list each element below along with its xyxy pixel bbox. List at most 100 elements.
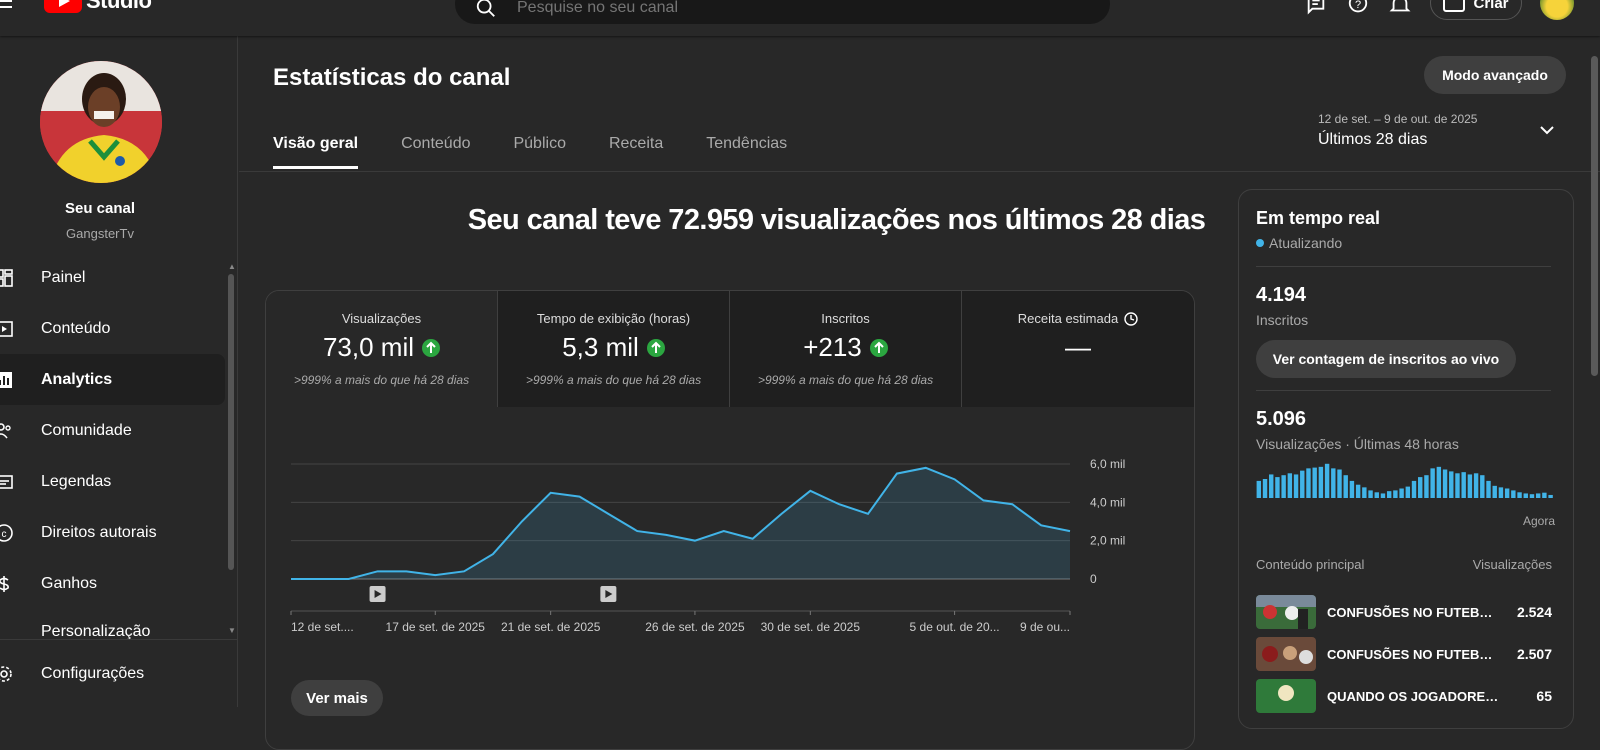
- sidebar-item-analytics[interactable]: Analytics: [0, 354, 225, 405]
- hourly-bar: [1281, 475, 1285, 498]
- y-tick-label: 2,0 mil: [1090, 534, 1125, 548]
- feedback-icon[interactable]: [1304, 0, 1328, 16]
- sidebar-item-label: Comunidade: [41, 422, 132, 440]
- divider: [1256, 390, 1551, 391]
- sidebar-item-customization[interactable]: Personalização: [0, 609, 225, 639]
- hourly-bar: [1356, 485, 1360, 498]
- video-published-marker[interactable]: [370, 586, 386, 602]
- x-tick-label: 5 de out. de 20...: [910, 620, 1000, 634]
- sidebar-item-label: Analytics: [41, 371, 112, 389]
- metric-comparison: >999% a mais do que há 28 dias: [730, 373, 961, 387]
- studio-logo[interactable]: Studio: [44, 0, 151, 14]
- metric-title: Tempo de exibição (horas): [537, 311, 690, 326]
- channel-handle: GangsterTv: [0, 226, 200, 241]
- chevron-down-icon[interactable]: [1539, 124, 1555, 136]
- metric-subscribers[interactable]: Inscritos +213 >999% a mais do que há 28…: [730, 291, 962, 407]
- sidebar-scrollbar[interactable]: [228, 274, 234, 570]
- metric-watch-time[interactable]: Tempo de exibição (horas) 5,3 mil >999% …: [498, 291, 730, 407]
- live-dot-icon: [1256, 239, 1264, 247]
- metric-title: Visualizações: [342, 311, 421, 326]
- hourly-bar: [1480, 475, 1484, 498]
- advanced-mode-button[interactable]: Modo avançado: [1424, 56, 1566, 94]
- live-subscriber-count-button[interactable]: Ver contagem de inscritos ao vivo: [1256, 340, 1516, 378]
- metric-value: —: [1065, 332, 1091, 363]
- sidebar-item-copyright[interactable]: c Direitos autorais: [0, 507, 225, 558]
- sidebar-item-community[interactable]: Comunidade: [0, 405, 225, 456]
- sidebar-item-earn[interactable]: Ganhos: [0, 558, 225, 609]
- create-button[interactable]: Criar: [1430, 0, 1522, 20]
- x-tick-label: 12 de set....: [291, 620, 354, 634]
- metric-revenue[interactable]: Receita estimada —: [962, 291, 1194, 407]
- hourly-bar: [1474, 473, 1478, 498]
- realtime-status: Atualizando: [1256, 235, 1342, 251]
- metrics-card: Visualizações 73,0 mil >999% a mais do q…: [265, 290, 1195, 750]
- hourly-bar: [1375, 492, 1379, 498]
- hourly-bar: [1288, 473, 1292, 498]
- y-tick-label: 0: [1090, 572, 1097, 586]
- hourly-bar: [1312, 468, 1316, 498]
- hourly-bar: [1517, 492, 1521, 498]
- x-tick-label: 26 de set. de 2025: [645, 620, 745, 634]
- sidebar-item-content[interactable]: Conteúdo: [0, 303, 225, 354]
- search-input[interactable]: [517, 0, 1017, 17]
- hourly-bar: [1368, 490, 1372, 498]
- sidebar-item-subtitles[interactable]: Legendas: [0, 456, 225, 507]
- hourly-bar: [1325, 464, 1329, 498]
- realtime-bar-chart[interactable]: [1256, 458, 1554, 498]
- top-content-header: Conteúdo principal Visualizações: [1256, 557, 1552, 572]
- realtime-card: Em tempo real Atualizando 4.194 Inscrito…: [1238, 189, 1574, 729]
- top-content-row[interactable]: QUANDO OS JOGADORES D... 65: [1256, 678, 1552, 714]
- see-more-button[interactable]: Ver mais: [291, 680, 383, 716]
- sidebar-item-label: Painel: [41, 269, 85, 287]
- hourly-bar: [1468, 474, 1472, 498]
- help-icon[interactable]: ?: [1346, 0, 1370, 16]
- hourly-bar: [1350, 481, 1354, 498]
- divider: [239, 171, 1600, 172]
- hourly-bar: [1319, 467, 1323, 498]
- hourly-bar: [1381, 493, 1385, 498]
- hourly-bar: [1393, 490, 1397, 498]
- sidebar-item-dashboard[interactable]: Painel: [0, 252, 225, 303]
- top-bar: Studio ? Criar: [0, 0, 1600, 36]
- analytics-icon: [0, 370, 14, 390]
- hourly-bar: [1542, 493, 1546, 498]
- top-content-label: Conteúdo principal: [1256, 557, 1364, 572]
- tab-audience[interactable]: Público: [513, 135, 565, 169]
- hourly-bar: [1418, 477, 1422, 498]
- tab-trends[interactable]: Tendências: [706, 135, 787, 169]
- top-content-row[interactable]: CONFUSÕES NO FUTEBOL #64 2.507: [1256, 636, 1552, 672]
- hourly-bar: [1536, 493, 1540, 498]
- date-range-picker[interactable]: 12 de set. – 9 de out. de 2025 Últimos 2…: [1318, 112, 1477, 149]
- video-thumbnail: [1256, 679, 1316, 713]
- top-views-label: Visualizações: [1473, 557, 1552, 572]
- account-avatar[interactable]: [1540, 0, 1574, 20]
- tab-content[interactable]: Conteúdo: [401, 135, 470, 169]
- sidebar-scroll-up-icon[interactable]: ▲: [228, 262, 236, 271]
- video-title: QUANDO OS JOGADORES D...: [1327, 689, 1502, 704]
- sidebar-scroll-down-icon[interactable]: ▼: [228, 626, 236, 635]
- trend-up-icon: [647, 339, 665, 357]
- sidebar-item-settings[interactable]: Configurações: [0, 648, 225, 699]
- tab-revenue[interactable]: Receita: [609, 135, 663, 169]
- hourly-bar: [1499, 487, 1503, 498]
- chart-area: [291, 468, 1070, 579]
- dashboard-icon: [0, 268, 14, 288]
- page-scrollbar[interactable]: [1591, 56, 1598, 376]
- hourly-bar: [1406, 487, 1410, 498]
- video-views: 2.507: [1517, 646, 1552, 662]
- hamburger-menu-icon[interactable]: [0, 0, 12, 10]
- hourly-bar: [1461, 472, 1465, 498]
- subtitles-icon: [0, 472, 14, 492]
- search-box[interactable]: [455, 0, 1110, 24]
- video-published-marker[interactable]: [600, 586, 616, 602]
- hourly-bar: [1424, 475, 1428, 498]
- channel-avatar[interactable]: [40, 61, 162, 183]
- top-content-row[interactable]: CONFUSÕES NO FUTEBOL #65 2.524: [1256, 594, 1552, 630]
- tab-overview[interactable]: Visão geral: [273, 135, 358, 169]
- hourly-bar: [1437, 467, 1441, 498]
- create-plus-icon: [1443, 0, 1465, 12]
- metric-views[interactable]: Visualizações 73,0 mil >999% a mais do q…: [266, 291, 498, 407]
- notifications-bell-icon[interactable]: [1388, 0, 1412, 16]
- metric-title: Receita estimada: [1018, 311, 1118, 326]
